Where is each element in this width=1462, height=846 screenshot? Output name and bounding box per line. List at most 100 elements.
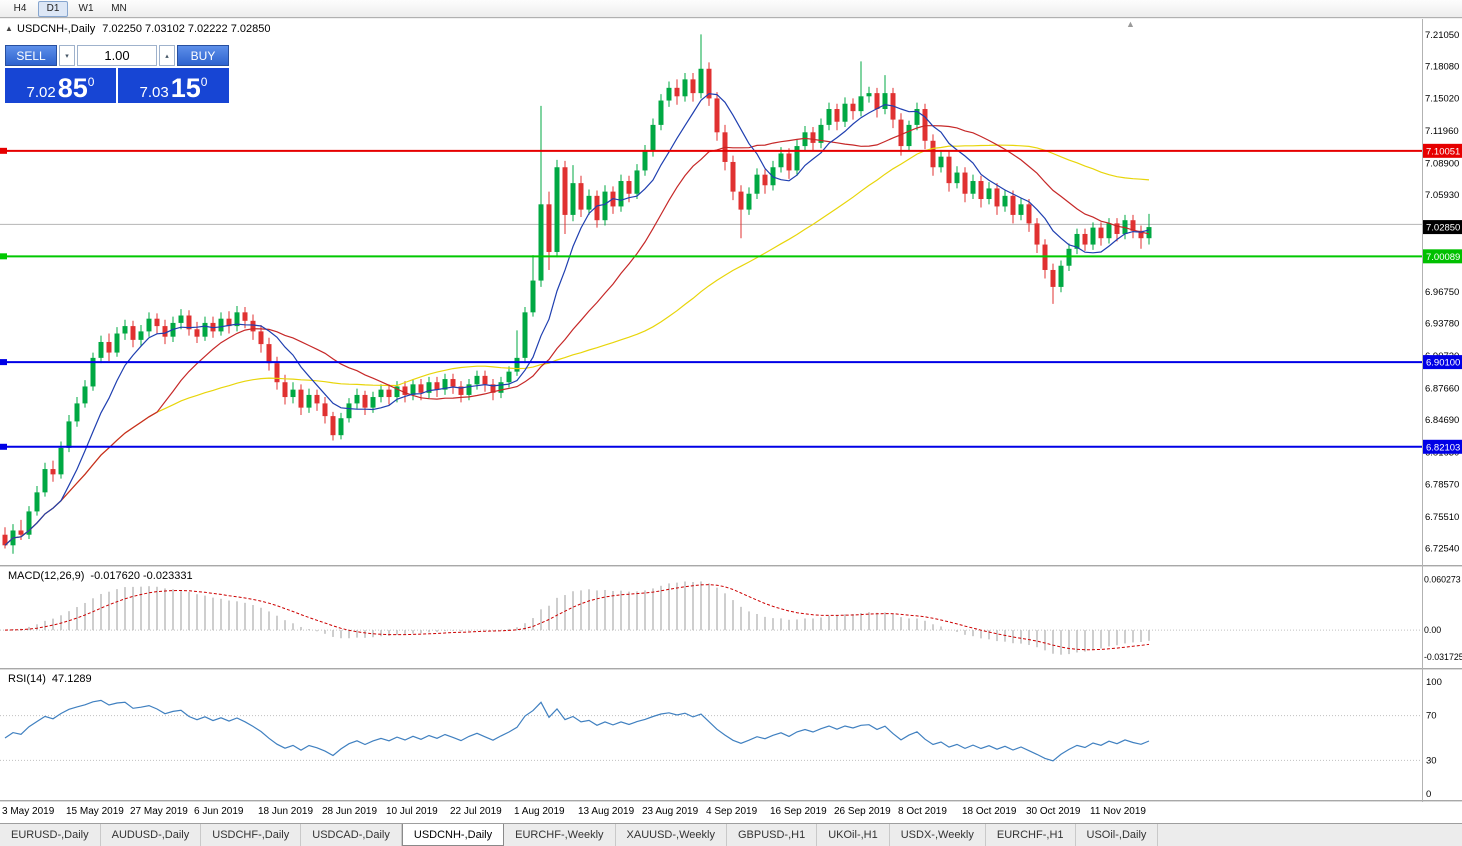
- panel-separator[interactable]: [0, 800, 1462, 802]
- tab-usoil-daily[interactable]: USOil-,Daily: [1076, 824, 1159, 846]
- date-label: 22 Jul 2019: [450, 806, 502, 817]
- svg-text:6.93780: 6.93780: [1425, 319, 1459, 330]
- svg-text:6.72540: 6.72540: [1425, 544, 1459, 555]
- tab-xauusd-weekly[interactable]: XAUUSD-,Weekly: [616, 824, 727, 846]
- svg-text:30: 30: [1426, 755, 1437, 766]
- rsi-line: [4, 699, 1150, 762]
- date-label: 23 Aug 2019: [642, 806, 699, 817]
- chart-shift-marker[interactable]: ▲: [1126, 19, 1135, 29]
- tab-eurchf-weekly[interactable]: EURCHF-,Weekly: [504, 824, 616, 846]
- date-label: 30 Oct 2019: [1026, 806, 1081, 817]
- date-label: 15 May 2019: [66, 806, 124, 817]
- timeframe-mn[interactable]: MN: [111, 3, 127, 14]
- timeframe-toolbar: H4 D1 W1 MN: [0, 0, 1462, 18]
- chart-ohlc-quote: 7.02250 7.03102 7.02222 7.02850: [102, 23, 271, 35]
- macd-name: MACD(12,26,9): [8, 570, 85, 582]
- chart-title: USDCNH-,Daily 7.02250 7.03102 7.02222 7.0…: [17, 23, 270, 35]
- volume-increase-button[interactable]: ▴: [159, 45, 175, 66]
- macd-panel[interactable]: 0.060273 0.00 -0.031725: [0, 567, 1462, 668]
- volume-decrease-button[interactable]: ▾: [59, 45, 75, 66]
- time-axis[interactable]: 3 May 2019 15 May 2019 27 May 2019 6 Jun 20…: [0, 802, 1462, 823]
- horizontal-lines[interactable]: [0, 147, 1422, 450]
- svg-text:7.18080: 7.18080: [1425, 61, 1459, 72]
- svg-text:6.75510: 6.75510: [1425, 512, 1459, 523]
- rsi-name: RSI(14): [8, 673, 46, 685]
- svg-text:7.11960: 7.11960: [1425, 126, 1459, 137]
- sell-price-point: 0: [87, 75, 95, 89]
- tab-usdcad-daily[interactable]: USDCAD-,Daily: [301, 824, 402, 846]
- timeframe-h4[interactable]: H4: [13, 3, 27, 14]
- rsi-axis-labels: 100 70 30 0: [1426, 677, 1442, 800]
- tab-usdx-weekly[interactable]: USDX-,Weekly: [890, 824, 986, 846]
- svg-text:7.05930: 7.05930: [1425, 190, 1459, 201]
- date-label: 18 Jun 2019: [258, 806, 314, 817]
- tab-audusd-daily[interactable]: AUDUSD-,Daily: [101, 824, 202, 846]
- date-label: 4 Sep 2019: [706, 806, 758, 817]
- date-label: 28 Jun 2019: [322, 806, 378, 817]
- svg-text:6.87660: 6.87660: [1425, 383, 1459, 394]
- rsi-indicator-label: RSI(14) 47.1289: [8, 673, 92, 685]
- tab-usdchf-daily[interactable]: USDCHF-,Daily: [201, 824, 302, 846]
- svg-text:0.00: 0.00: [1424, 625, 1441, 635]
- svg-text:7.15020: 7.15020: [1425, 94, 1459, 105]
- sell-price-display[interactable]: 7.02 85 0: [5, 68, 116, 103]
- date-label: 8 Oct 2019: [898, 806, 947, 817]
- svg-text:6.78570: 6.78570: [1425, 480, 1459, 491]
- buy-price-whole: 7.03: [139, 84, 169, 101]
- candles: [2, 34, 1152, 554]
- rsi-value: 47.1289: [51, 673, 92, 685]
- svg-text:7.10051: 7.10051: [1426, 146, 1460, 157]
- tab-ukoil-h1[interactable]: UKOil-,H1: [817, 824, 890, 846]
- macd-signal-line: [4, 584, 1150, 651]
- date-label: 6 Jun 2019: [194, 806, 244, 817]
- one-click-trading-panel: SELL ▾ ▴ BUY 7.02 85 0 7.03 15 0: [5, 45, 229, 103]
- date-label: 11 Nov 2019: [1090, 806, 1146, 817]
- tab-usdcnh-daily[interactable]: USDCNH-,Daily: [401, 824, 505, 846]
- macd-axis-labels: 0.060273 0.00 -0.031725: [1424, 574, 1462, 661]
- panel-separator[interactable]: [0, 668, 1462, 670]
- tab-eurchf-h1[interactable]: EURCHF-,H1: [986, 824, 1076, 846]
- buy-button[interactable]: BUY: [177, 45, 229, 66]
- svg-text:-0.031725: -0.031725: [1424, 652, 1462, 662]
- buy-price-point: 0: [200, 75, 208, 89]
- timeframe-w1[interactable]: W1: [78, 3, 94, 14]
- date-label: 3 May 2019: [2, 806, 55, 817]
- sell-button[interactable]: SELL: [5, 45, 57, 66]
- one-click-collapse-arrow[interactable]: ▲: [5, 24, 13, 33]
- date-label: 16 Sep 2019: [770, 806, 827, 817]
- rsi-panel[interactable]: 100 70 30 0: [0, 670, 1462, 800]
- svg-text:6.84690: 6.84690: [1425, 415, 1459, 426]
- date-label: 18 Oct 2019: [962, 806, 1017, 817]
- svg-text:70: 70: [1426, 711, 1437, 722]
- date-label: 13 Aug 2019: [578, 806, 635, 817]
- price-axis[interactable]: [1422, 19, 1462, 800]
- chart-symbol-period: USDCNH-,Daily: [17, 23, 96, 35]
- panel-separator[interactable]: [0, 565, 1462, 567]
- sell-price-pips: 85: [57, 73, 88, 104]
- chart-window: [0, 19, 1462, 823]
- macd-indicator-label: MACD(12,26,9) -0.017620 -0.023331: [8, 570, 193, 582]
- moving-averages: [4, 93, 1150, 546]
- svg-text:7.21050: 7.21050: [1425, 30, 1459, 41]
- tab-gbpusd-h1[interactable]: GBPUSD-,H1: [727, 824, 818, 846]
- svg-text:7.02850: 7.02850: [1426, 223, 1460, 234]
- sell-price-whole: 7.02: [26, 84, 56, 101]
- svg-text:100: 100: [1426, 677, 1442, 688]
- buy-price-display[interactable]: 7.03 15 0: [118, 68, 229, 103]
- svg-text:0: 0: [1426, 789, 1431, 800]
- date-label: 10 Jul 2019: [386, 806, 438, 817]
- volume-input[interactable]: [77, 45, 157, 66]
- price-axis-badges: 7.10051 7.02850 7.00089 6.90100 6.82103: [1423, 143, 1462, 454]
- main-chart[interactable]: 7.21050 7.18080 7.15020 7.11960 7.08900 7.059…: [0, 19, 1462, 565]
- buy-price-pips: 15: [170, 73, 201, 104]
- macd-histogram: [12, 581, 1150, 655]
- svg-text:7.08900: 7.08900: [1425, 159, 1459, 170]
- svg-text:6.96750: 6.96750: [1425, 287, 1459, 298]
- svg-text:0.060273: 0.060273: [1424, 574, 1461, 584]
- date-label: 27 May 2019: [130, 806, 188, 817]
- tab-eurusd-daily[interactable]: EURUSD-,Daily: [0, 824, 101, 846]
- svg-text:6.82103: 6.82103: [1426, 442, 1460, 453]
- svg-text:7.00089: 7.00089: [1426, 252, 1460, 263]
- timeframe-d1[interactable]: D1: [38, 0, 68, 17]
- macd-values: -0.017620 -0.023331: [90, 570, 193, 582]
